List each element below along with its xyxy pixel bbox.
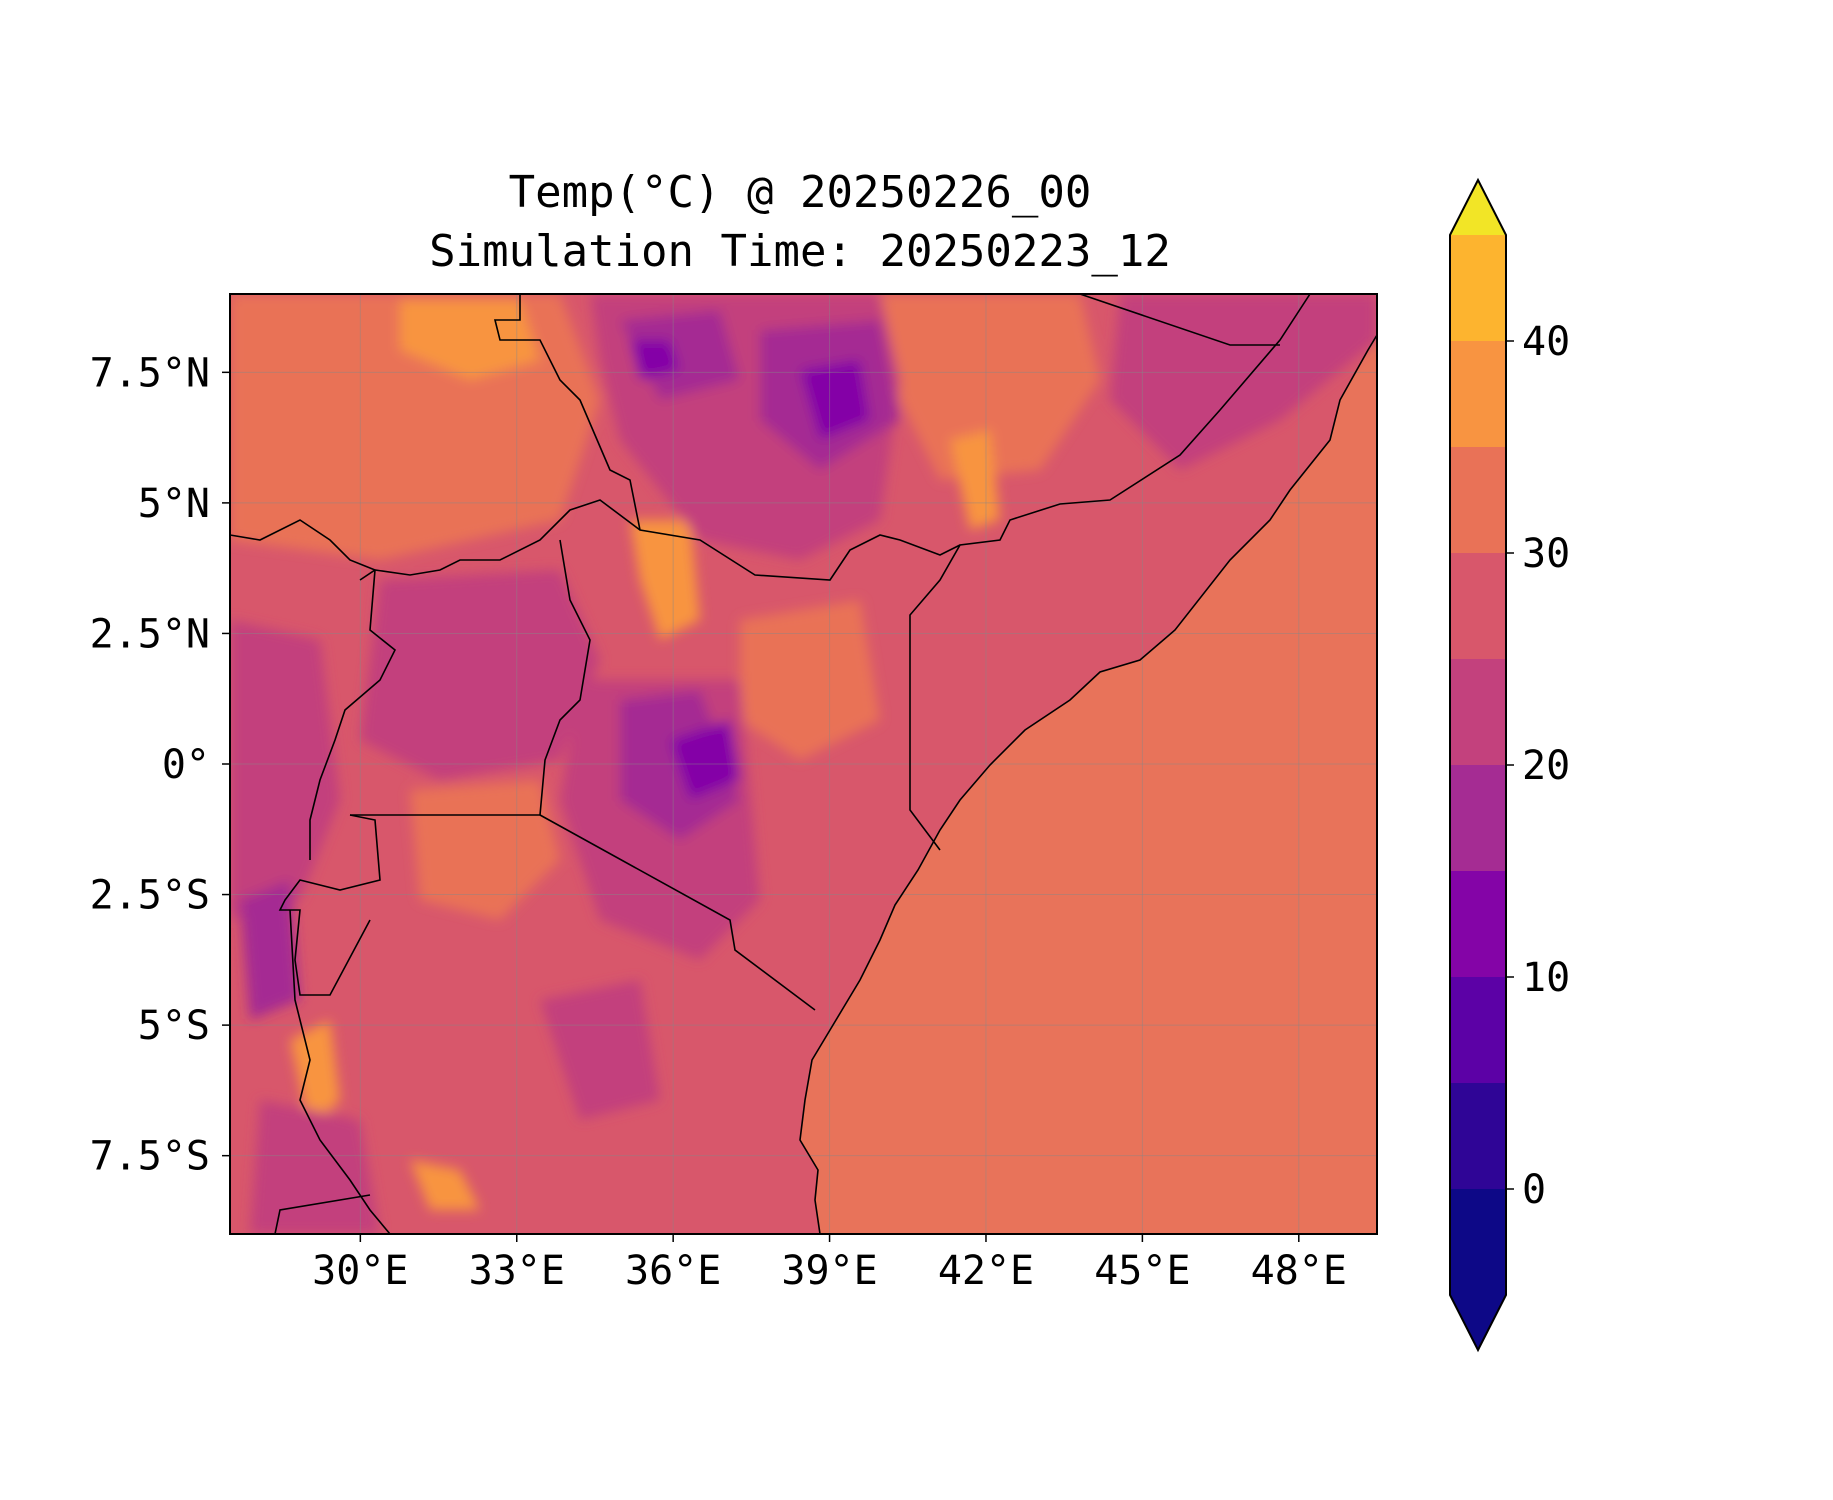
y-tick-label: 7.5°S	[90, 1134, 210, 1180]
x-tick-label: 33°E	[469, 1248, 565, 1294]
y-axis: 7.5°N 5°N 2.5°N 0° 2.5°S 5°S 7.5°S	[90, 350, 230, 1180]
colorbar-tick-label: 0	[1522, 1167, 1546, 1213]
cool-patch	[230, 620, 340, 920]
very-cold-patch	[670, 720, 740, 800]
colorbar-segment	[1450, 553, 1506, 659]
y-tick-label: 7.5°N	[90, 350, 210, 396]
colorbar-extend-min	[1450, 1295, 1506, 1350]
very-cold-patch	[800, 360, 870, 440]
y-tick-label: 2.5°S	[90, 873, 210, 919]
chart-subtitle: Simulation Time: 20250223_12	[429, 226, 1171, 277]
hot-patch	[630, 520, 700, 640]
kenya-tanzania-border	[539, 814, 816, 1011]
colorbar-tick-label: 30	[1522, 531, 1570, 577]
ethiopia-kenya-border	[359, 499, 961, 581]
drc-border	[230, 519, 397, 860]
colorbar-segment	[1450, 765, 1506, 871]
y-tick-label: 2.5°N	[90, 611, 210, 657]
coastline	[799, 334, 1377, 1234]
colorbar-extend-max	[1450, 180, 1506, 235]
chart-title: Temp(°C) @ 20250226_00	[508, 167, 1092, 218]
colorbar-outline	[1449, 177, 1507, 1353]
colorbar-segment	[1450, 659, 1506, 765]
cool-patch	[360, 570, 600, 780]
hot-patch	[410, 1160, 480, 1210]
rwanda-burundi-border	[278, 814, 381, 996]
colorbar-segment	[1450, 977, 1506, 1083]
colorbar	[1449, 177, 1507, 1353]
x-tick-label: 30°E	[312, 1248, 408, 1294]
colorbar-segment	[1450, 1189, 1506, 1295]
sudan-border	[493, 294, 641, 531]
x-axis: 30°E 33°E 36°E 39°E 42°E 45°E 48°E	[312, 1234, 1347, 1294]
y-tick-label: 5°N	[138, 481, 210, 527]
x-tick-label: 45°E	[1094, 1248, 1190, 1294]
x-tick-label: 39°E	[781, 1248, 877, 1294]
colorbar-ticks: 0 10 20 30 40	[1506, 319, 1570, 1213]
cool-patch	[540, 980, 660, 1120]
lake-tanganyika-border	[289, 909, 391, 1234]
x-tick-label: 42°E	[938, 1248, 1034, 1294]
country-borders	[230, 294, 1377, 1234]
colorbar-tick-label: 40	[1522, 319, 1570, 365]
colorbar-tick-label: 10	[1522, 955, 1570, 1001]
gridlines	[230, 294, 1377, 1234]
x-tick-label: 48°E	[1251, 1248, 1347, 1294]
x-tick-label: 36°E	[625, 1248, 721, 1294]
warm-patch	[740, 600, 880, 760]
colorbar-segment	[1450, 447, 1506, 553]
very-cold-patch	[630, 340, 680, 380]
hot-patch	[290, 1020, 340, 1130]
colorbar-segment	[1450, 235, 1506, 341]
colorbar-segment	[1450, 341, 1506, 447]
somalia-border	[909, 294, 1311, 851]
colorbar-segment	[1450, 871, 1506, 977]
colorbar-segment	[1450, 1083, 1506, 1189]
warm-patch	[880, 294, 1100, 480]
temperature-field	[230, 294, 1377, 1234]
cold-patch	[240, 880, 300, 1020]
hot-patch	[950, 430, 1000, 530]
ethiopia-border	[1079, 294, 1280, 346]
zambia-border	[274, 1194, 371, 1234]
colorbar-tick-label: 20	[1522, 743, 1570, 789]
y-tick-label: 0°	[162, 742, 210, 788]
y-tick-label: 5°S	[138, 1003, 210, 1049]
uganda-kenya-border	[539, 539, 591, 816]
cool-patch	[250, 1100, 380, 1234]
